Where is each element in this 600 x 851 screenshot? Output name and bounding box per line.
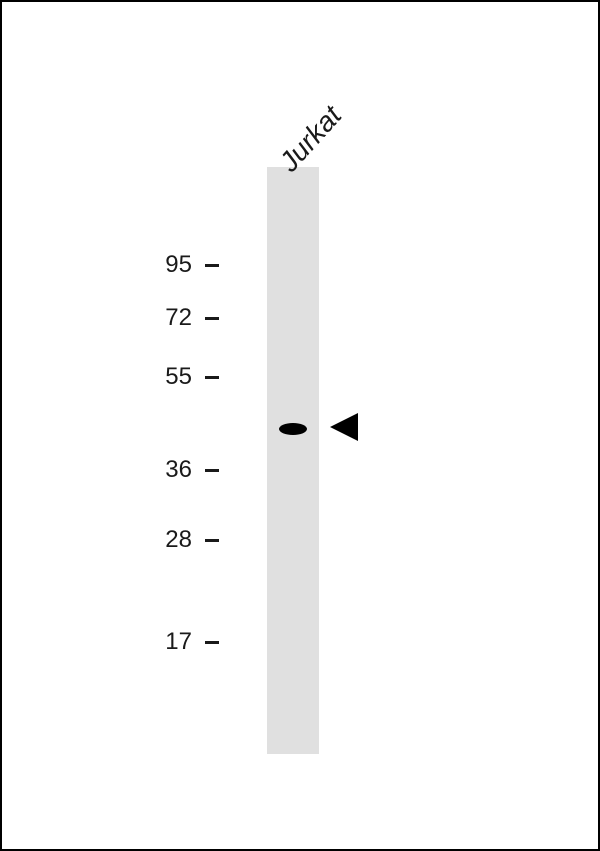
marker-tick-72 (205, 317, 219, 320)
marker-tick-36 (205, 469, 219, 472)
marker-label-55: 55 (142, 363, 192, 391)
marker-label-36: 36 (142, 456, 192, 484)
band-indicator-arrow (330, 413, 362, 445)
blot-lane (267, 167, 319, 754)
protein-band (279, 423, 307, 435)
marker-label-95: 95 (142, 251, 192, 279)
marker-label-28: 28 (142, 526, 192, 554)
marker-tick-28 (205, 539, 219, 542)
marker-label-72: 72 (142, 304, 192, 332)
marker-tick-55 (205, 376, 219, 379)
marker-label-17: 17 (142, 628, 192, 656)
marker-tick-17 (205, 641, 219, 644)
marker-tick-95 (205, 264, 219, 267)
blot-container: Jurkat 957255362817 (0, 0, 600, 851)
